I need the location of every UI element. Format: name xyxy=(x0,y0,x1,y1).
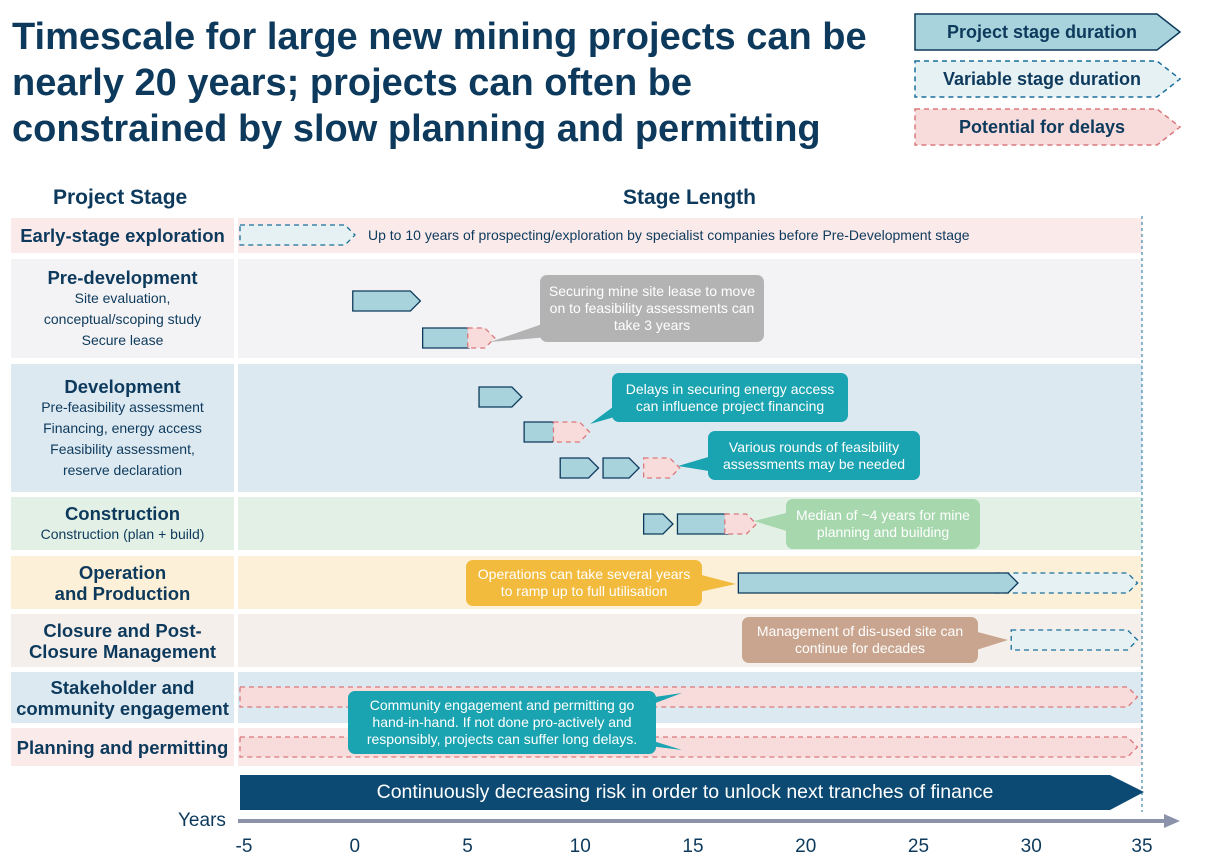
column-header-stage: Project Stage xyxy=(53,186,188,209)
axis-tick-label: 35 xyxy=(1131,836,1153,857)
stage-name: Planning and permitting xyxy=(16,736,229,758)
row-label-operation: Operation and Production xyxy=(11,556,234,609)
callout-energy-access: Delays in securing energy access can inf… xyxy=(612,373,848,422)
gantt-bar-stage xyxy=(642,513,674,535)
legend-swatch-dashed-blue xyxy=(914,60,1182,98)
stage-name: Early-stage exploration xyxy=(20,225,225,246)
exploration-note: Up to 10 years of prospecting/exploratio… xyxy=(368,227,970,243)
legend-item-potential-delays: Potential for delays xyxy=(914,108,1182,146)
stage-name: Stakeholder and community engagement xyxy=(16,676,229,719)
axis-tick-label: 5 xyxy=(462,836,473,857)
gantt-bar-stage xyxy=(737,572,1019,594)
axis-tick-label: 20 xyxy=(795,836,817,857)
gantt-bar-stage xyxy=(478,386,523,408)
callout-pointer xyxy=(970,630,1008,652)
axis-tick-label: 25 xyxy=(907,836,930,857)
stage-detail: Pre-feasibility assessment xyxy=(41,398,204,415)
stage-detail: reserve declaration xyxy=(62,461,183,478)
legend-label: Variable stage duration xyxy=(942,69,1142,89)
stage-detail: Feasibility assessment, xyxy=(50,440,195,457)
callout-pointer xyxy=(678,455,715,472)
gantt-bar-variable xyxy=(1010,629,1139,651)
row-label-development: Development Pre-feasibility assessment F… xyxy=(11,364,234,492)
legend-swatch-solid xyxy=(914,13,1182,51)
legend-label: Project stage duration xyxy=(946,22,1138,42)
gantt-bar-stage xyxy=(559,457,600,479)
stage-name: Operation and Production xyxy=(54,561,191,604)
axis-tick-label: 15 xyxy=(682,836,704,857)
page-title: Timescale for large new mining projects … xyxy=(12,16,867,150)
column-header-length: Stage Length xyxy=(623,186,757,209)
callout-pointer xyxy=(754,512,790,532)
legend-item-stage-duration: Project stage duration xyxy=(914,13,1182,51)
row-bg-exploration xyxy=(238,218,1142,253)
row-label-exploration: Early-stage exploration xyxy=(11,218,234,253)
stage-detail: Site evaluation, xyxy=(74,289,171,306)
stage-name: Closure and Post- Closure Management xyxy=(28,619,217,662)
row-label-pre-development: Pre-development Site evaluation, concept… xyxy=(11,259,234,358)
stage-name: Construction xyxy=(64,502,181,524)
axis-tick-label: 10 xyxy=(569,836,591,857)
gantt-bar-delay xyxy=(467,327,496,349)
stage-detail: Financing, energy access xyxy=(43,419,202,436)
legend-swatch-dashed-red xyxy=(914,108,1182,146)
legend-label: Potential for delays xyxy=(958,117,1126,137)
callout-operations: Operations can take several years to ram… xyxy=(466,560,702,606)
row-label-construction: Construction Construction (plan + build) xyxy=(11,497,234,550)
row-label-planning: Planning and permitting xyxy=(11,728,234,766)
callout-construction: Median of ~4 years for mine planning and… xyxy=(786,499,980,549)
axis-label: Years xyxy=(178,810,226,831)
stage-detail: Secure lease xyxy=(81,331,164,348)
gantt-bar-stage xyxy=(602,457,641,479)
axis-tick-label: -5 xyxy=(235,836,253,857)
stage-detail: Construction (plan + build) xyxy=(40,525,205,542)
callout-feasibility: Various rounds of feasibility assessment… xyxy=(708,431,920,480)
gantt-bar-delay xyxy=(552,421,591,443)
stage-name: Development xyxy=(64,375,181,397)
axis-tick-label: 0 xyxy=(349,836,361,857)
row-label-stakeholder: Stakeholder and community engagement xyxy=(11,672,234,723)
row-label-closure: Closure and Post- Closure Management xyxy=(11,614,234,667)
years-axis-arrowhead xyxy=(1164,814,1180,828)
gantt-bar-stage xyxy=(352,290,422,312)
risk-arrow xyxy=(240,775,1144,810)
gantt-bar-delay xyxy=(724,513,758,535)
stage-name: Pre-development xyxy=(47,266,198,288)
stage-detail: conceptual/scoping study xyxy=(43,310,202,327)
gantt-bar-variable xyxy=(994,572,1139,594)
risk-arrow-label: Continuously decreasing risk in order to… xyxy=(376,781,994,803)
gantt-bar-delay xyxy=(642,457,681,479)
gantt-bar-variable xyxy=(239,224,356,246)
callout-lease: Securing mine site lease to move on to f… xyxy=(540,275,764,342)
callout-community: Community engagement and permitting go h… xyxy=(348,691,656,754)
legend-item-variable-duration: Variable stage duration xyxy=(914,60,1182,98)
callout-closure: Management of dis-used site can continue… xyxy=(742,617,978,663)
axis-tick-label: 30 xyxy=(1020,836,1042,857)
